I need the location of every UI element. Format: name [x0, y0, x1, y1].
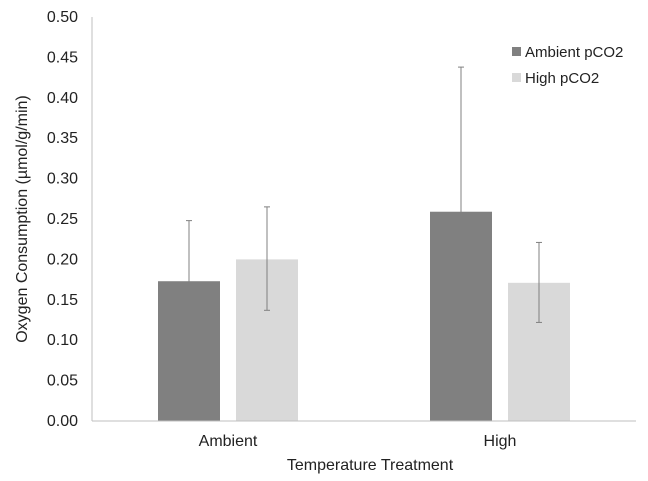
- legend-swatch: [512, 47, 521, 56]
- y-tick-label: 0.25: [47, 211, 78, 228]
- y-tick-label: 0.10: [47, 332, 78, 349]
- y-tick-label: 0.50: [47, 9, 78, 26]
- legend-swatch: [512, 73, 521, 82]
- x-axis-title: Temperature Treatment: [287, 457, 454, 474]
- y-axis-title: Oxygen Consumption (µmol/g/min): [14, 95, 31, 343]
- legend: Ambient pCO2 High pCO2: [512, 44, 623, 87]
- legend-label: High pCO2: [525, 70, 599, 87]
- y-tick-label: 0.20: [47, 251, 78, 268]
- x-tick-label: High: [484, 433, 517, 450]
- y-tick-label: 0.15: [47, 292, 78, 309]
- bars-group: [158, 211, 570, 421]
- y-tick-label: 0.40: [47, 90, 78, 107]
- y-axis-ticks: 0.00 0.05 0.10 0.15 0.20 0.25 0.30 0.35 0.40 0.45…: [47, 9, 78, 430]
- y-tick-label: 0.35: [47, 130, 78, 147]
- x-tick-label: Ambient: [199, 433, 258, 450]
- x-axis-ticks: Ambient High: [199, 433, 517, 450]
- error-bars-group: [186, 66, 542, 357]
- y-tick-label: 0.30: [47, 171, 78, 188]
- y-tick-label: 0.45: [47, 49, 78, 66]
- y-tick-label: 0.00: [47, 413, 78, 430]
- y-tick-label: 0.05: [47, 373, 78, 390]
- legend-label: Ambient pCO2: [525, 44, 623, 61]
